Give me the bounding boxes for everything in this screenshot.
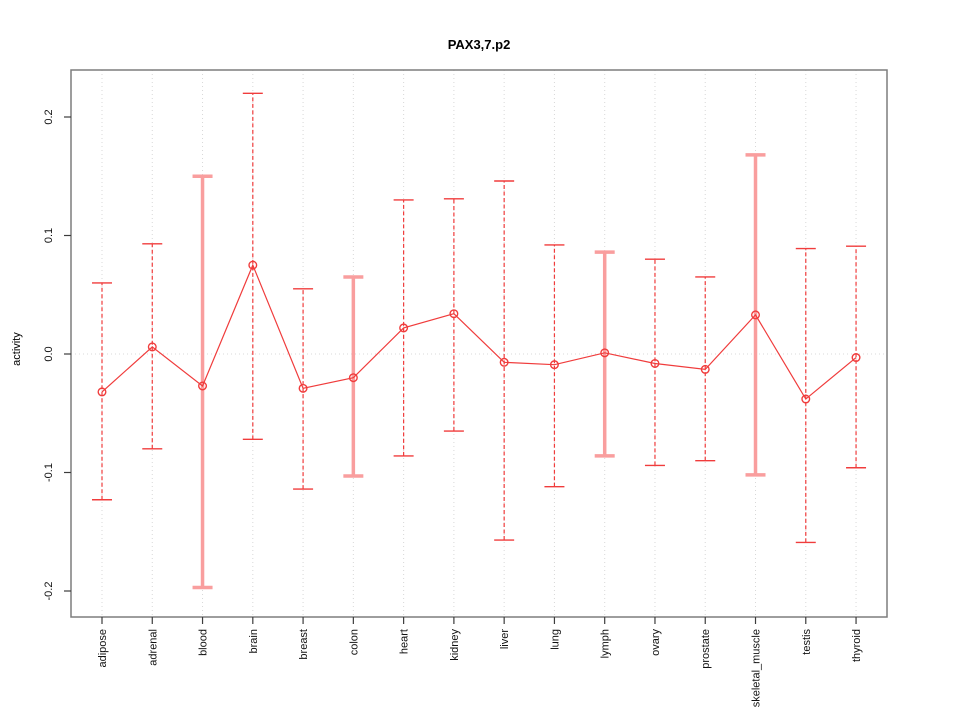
data-point-ovary bbox=[650, 358, 660, 368]
x-tick-label-colon: colon bbox=[348, 629, 360, 655]
data-point-heart bbox=[399, 323, 409, 333]
x-tick-label-adrenal: adrenal bbox=[147, 629, 159, 666]
data-point-kidney bbox=[449, 309, 459, 319]
data-point-brain bbox=[248, 260, 258, 270]
data-point-adrenal bbox=[147, 342, 157, 352]
y-axis-label: activity bbox=[11, 332, 23, 366]
series-line bbox=[101, 263, 857, 400]
x-tick-label-lung: lung bbox=[549, 629, 561, 650]
data-point-adipose bbox=[97, 387, 107, 397]
data-point-blood bbox=[198, 381, 208, 391]
data-point-skeletal_muscle bbox=[751, 310, 761, 320]
x-tick-label-lymph: lymph bbox=[600, 629, 612, 658]
data-point-colon bbox=[348, 373, 358, 383]
data-point-lung bbox=[549, 360, 559, 370]
x-tick-label-heart: heart bbox=[399, 629, 411, 654]
x-tick-label-thyroid: thyroid bbox=[851, 629, 863, 662]
y-tick-label: -0.1 bbox=[43, 463, 55, 482]
x-tick-label-prostate: prostate bbox=[700, 629, 712, 669]
x-tick-label-testis: testis bbox=[801, 629, 813, 655]
data-point-lymph bbox=[600, 348, 610, 358]
data-point-prostate bbox=[700, 364, 710, 374]
y-tick-label: 0.2 bbox=[43, 109, 55, 124]
x-tick-label-blood: blood bbox=[198, 629, 210, 656]
data-point-thyroid bbox=[851, 353, 861, 363]
x-tick-label-skeletal_muscle: skeletal_muscle bbox=[751, 629, 763, 707]
x-tick-label-liver: liver bbox=[499, 629, 511, 650]
y-tick-label: -0.2 bbox=[43, 582, 55, 601]
x-tick-label-ovary: ovary bbox=[650, 629, 662, 656]
x-tick-label-breast: breast bbox=[298, 629, 310, 660]
data-point-breast bbox=[298, 383, 308, 393]
x-tick-label-kidney: kidney bbox=[449, 629, 461, 661]
x-tick-label-adipose: adipose bbox=[97, 629, 109, 668]
chart-title: PAX3,7.p2 bbox=[447, 37, 511, 52]
data-point-testis bbox=[801, 394, 811, 404]
plot-border bbox=[70, 69, 888, 618]
x-tick-label-brain: brain bbox=[248, 629, 260, 653]
y-tick-label: 0.0 bbox=[43, 346, 55, 361]
data-point-liver bbox=[499, 357, 509, 367]
y-tick-label: 0.1 bbox=[43, 228, 55, 243]
